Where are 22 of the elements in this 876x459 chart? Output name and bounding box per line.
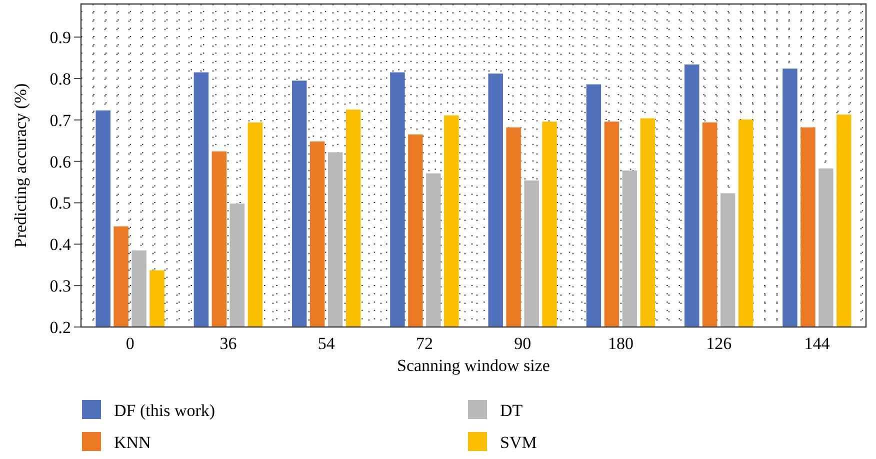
y-tick-label: 0.3 [50,276,71,296]
x-tick-label: 54 [318,334,336,353]
legend-label: DT [500,400,524,420]
x-tick-label: 144 [804,334,830,353]
x-tick-label: 180 [608,334,634,353]
legend-label: KNN [114,432,151,452]
y-tick-label: 0.5 [50,194,71,213]
legend-label: DF (this work) [114,400,216,420]
y-tick-label: 0.4 [50,235,72,254]
x-axis-title: Scanning window size [397,356,550,375]
y-tick-label: 0.6 [50,152,71,172]
x-tick-label: 126 [706,334,732,353]
legend-label: SVM [500,432,537,452]
y-axis-title: Predicting accuracy (%) [11,83,30,248]
x-tick-label: 90 [514,334,532,353]
y-tick-label: 0.9 [50,28,71,48]
x-tick-label: 72 [416,334,433,353]
x-tick-label: 36 [220,334,237,353]
x-tick-label: 0 [126,334,134,353]
y-tick-label: 0.7 [50,110,72,130]
y-tick-label: 0.8 [50,69,71,88]
y-tick-label: 0.2 [50,318,71,337]
